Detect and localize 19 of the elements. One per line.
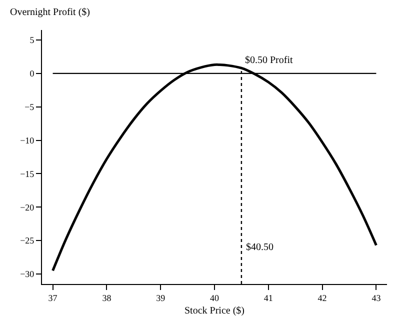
y-tick-label: 0 — [30, 68, 35, 79]
annotation: $0.50 Profit — [245, 55, 293, 66]
y-tick-label: −5 — [24, 102, 35, 112]
x-tick-label: 39 — [156, 292, 166, 303]
y-tick-label: −10 — [20, 135, 35, 146]
y-axis-title: Overnight Profit ($) — [10, 7, 90, 18]
x-tick-label: 40 — [210, 292, 220, 303]
ref-line-label: $40.50 — [246, 242, 274, 253]
x-axis-title: Stock Price ($) — [184, 305, 244, 316]
x-tick-label: 37 — [48, 292, 58, 303]
y-tick-label: −25 — [20, 236, 35, 246]
y-tick-label: −20 — [20, 202, 35, 212]
x-tick-label: 43 — [372, 292, 382, 303]
x-tick-label: 41 — [264, 292, 273, 303]
y-tick-label: −30 — [20, 269, 35, 280]
x-tick-label: 38 — [102, 292, 112, 303]
y-tick-label: −15 — [20, 168, 35, 179]
x-tick-label: 42 — [318, 292, 327, 303]
y-tick-label: 5 — [30, 35, 35, 46]
